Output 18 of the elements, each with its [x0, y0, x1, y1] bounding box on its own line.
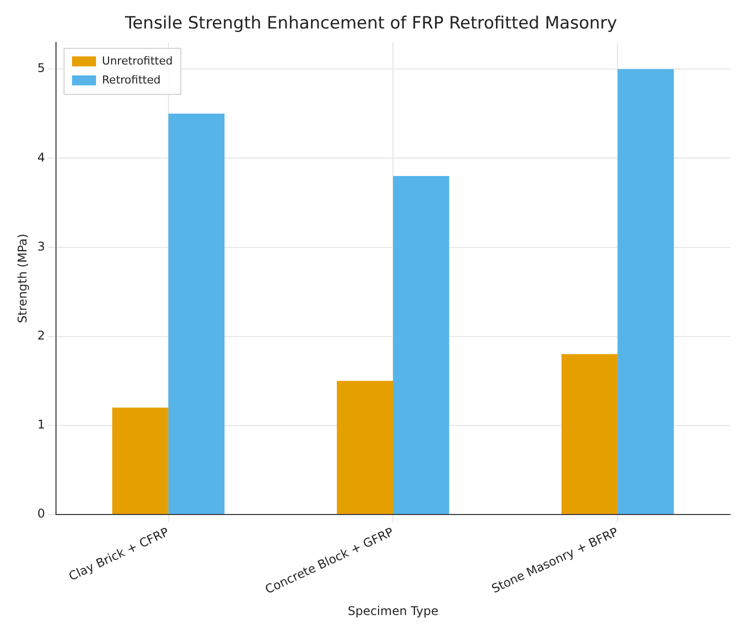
y-tick-label: 3 — [37, 239, 46, 254]
y-tick-label: 4 — [37, 150, 46, 164]
y-tick-label: 0 — [37, 506, 46, 521]
x-axis-title: Specimen Type — [348, 604, 438, 618]
y-tick-label: 2 — [37, 328, 46, 342]
legend-label: Unretrofitted — [102, 54, 173, 68]
bar — [393, 176, 450, 514]
legend-label: Retrofitted — [102, 73, 161, 86]
bar — [112, 408, 168, 514]
bar — [168, 114, 225, 514]
bar — [618, 69, 674, 514]
y-tick-label: 5 — [37, 61, 46, 76]
y-tick-label: 1 — [37, 418, 46, 432]
bar — [562, 354, 618, 514]
y-axis-title: Strength (MPa) — [15, 234, 30, 324]
bar — [336, 380, 394, 514]
x-tick-label: Clay Brick + CFRP — [66, 524, 171, 584]
chart-title: Tensile Strength Enhancement of FRP Retrofitted Masonry — [124, 14, 618, 34]
